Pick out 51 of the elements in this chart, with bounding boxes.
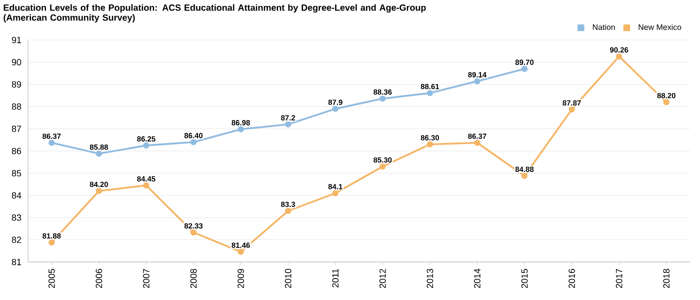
point	[238, 126, 244, 132]
x-tick-label: 2010	[284, 268, 292, 288]
point	[143, 142, 150, 149]
point	[380, 96, 386, 102]
point	[190, 139, 197, 146]
x-tick-label: 2016	[568, 268, 575, 288]
x-tick-label: 2006	[96, 268, 102, 288]
x-tick-label: 2013	[426, 268, 434, 288]
point	[521, 172, 528, 179]
point	[284, 121, 292, 128]
y-tick-label: 85	[12, 170, 22, 176]
y-tick-label: 84	[12, 192, 22, 199]
point	[96, 150, 102, 157]
x-tick-label: 2008	[190, 268, 197, 288]
chart-title: Education Levels of the Population: ACS Educational Attainment by Degree-Level and Age-Group (American Community Survey)	[4, 4, 426, 23]
point	[143, 182, 150, 189]
point	[380, 163, 386, 170]
y-tick-label: 90	[12, 59, 22, 66]
x-tick-label: 2007	[143, 268, 150, 288]
point	[48, 140, 55, 146]
point	[663, 99, 670, 106]
point	[568, 106, 575, 113]
point	[426, 141, 434, 148]
x-tick-label: 2018	[663, 268, 670, 288]
point	[616, 53, 622, 60]
point	[521, 66, 528, 72]
x-tick-label: 2011	[332, 268, 339, 288]
x-tick-label: 2009	[238, 268, 244, 288]
y-tick-label: 89	[12, 81, 22, 88]
point	[332, 106, 338, 112]
x-tick-label: 2012	[379, 268, 386, 288]
y-tick-label: 86	[12, 148, 22, 154]
x-tick-label: 2017	[616, 268, 622, 288]
point	[48, 239, 55, 246]
y-tick-label: 82	[12, 236, 22, 243]
point	[474, 140, 480, 146]
point	[284, 208, 292, 214]
point	[426, 90, 434, 96]
point	[474, 78, 480, 84]
x-tick-label: 2014	[474, 268, 480, 288]
x-tick-label: 2005	[48, 268, 55, 288]
y-tick-label: 83	[12, 214, 22, 221]
point	[238, 248, 244, 255]
y-tick-label: 87	[12, 126, 22, 132]
point	[332, 190, 338, 196]
y-tick-label: 91	[12, 36, 22, 44]
y-tick-label: 81	[12, 258, 22, 266]
point	[96, 188, 102, 194]
y-tick-label: 88	[12, 103, 22, 110]
x-tick-label: 2015	[521, 268, 528, 288]
point	[190, 229, 197, 236]
